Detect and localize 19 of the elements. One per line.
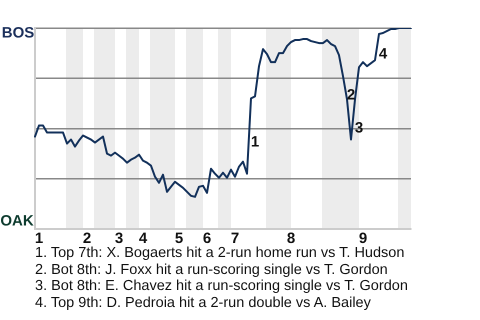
annotation: 4 (378, 46, 388, 62)
annotation: 3 (354, 120, 364, 136)
x-tick-label: 7 (230, 230, 240, 248)
x-tick-label: 1 (34, 230, 44, 248)
x-tick-label: 5 (174, 230, 184, 248)
annotation: 2 (346, 86, 356, 104)
annotation: 1 (250, 134, 260, 150)
text: BOS (2, 24, 34, 42)
x-tick-label: 2 (82, 230, 92, 248)
text: 1. Top 7th: X. Bogaerts hit a 2-run home run vs T. Hudson (35, 245, 406, 262)
x-tick-label: 3 (114, 230, 124, 248)
text: 4. Top 9th: D. Pedroia hit a 2-run double vs A. Bailey (35, 294, 372, 311)
text: 2. Bot 8th: J. Foxx hit a run-scoring single vs T. Gordon (35, 262, 389, 278)
x-tick-label: 9 (358, 230, 368, 248)
x-tick-label: 6 (202, 230, 212, 248)
x-tick-label: 4 (138, 230, 148, 248)
x-tick-label: 8 (286, 230, 296, 248)
text: 3. Bot 8th: E. Chavez hit a run-scoring single vs T. Gordon (35, 278, 408, 294)
text: OAK (0, 212, 34, 230)
